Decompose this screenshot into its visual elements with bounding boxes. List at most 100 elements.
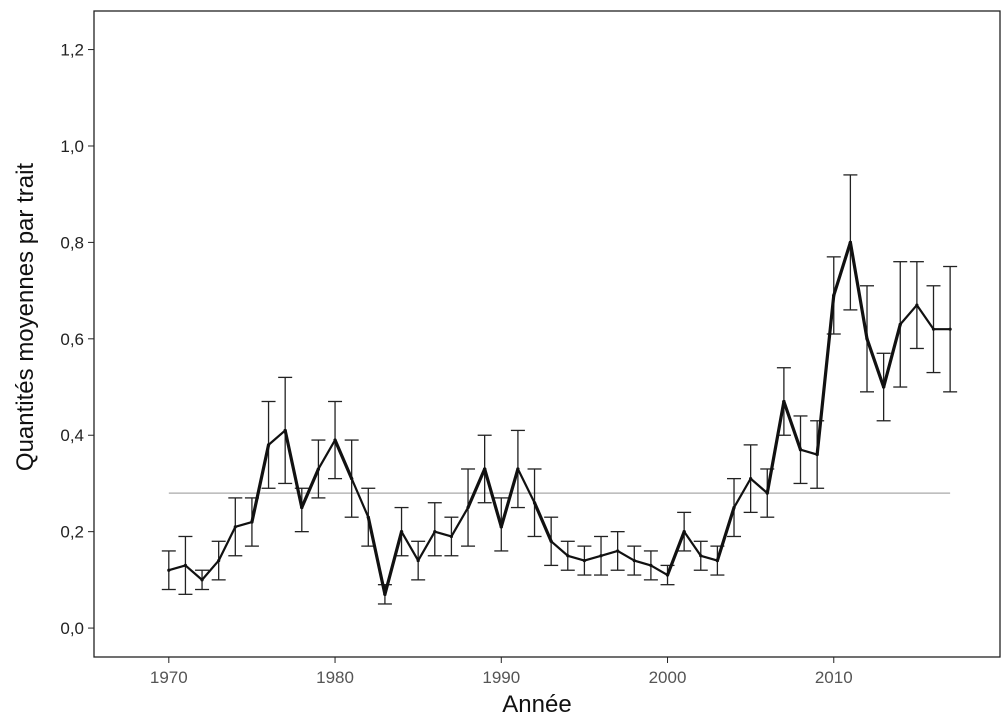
y-tick-label: 0,6 [60,330,84,349]
series-line-segment [350,477,370,519]
series-line-segment [184,564,204,581]
data-point [832,293,836,298]
series-line-segment [848,240,869,341]
data-point [399,530,404,534]
series-line-segment [683,530,702,557]
data-point [915,303,919,307]
data-point [616,549,620,553]
data-point [882,385,886,389]
series-line-segment [599,549,619,557]
data-point [715,558,719,563]
data-point [599,554,603,558]
y-tick-label: 0,8 [60,233,84,252]
series-line-segment [566,554,586,562]
series-line-segment [832,240,852,298]
data-point [383,592,387,596]
series-line-segment [583,554,603,562]
series-line-segment [499,467,520,529]
series-line-segment [516,467,536,504]
series-line-segment [217,525,237,562]
data-point [233,525,237,529]
series-line-segment [466,467,487,510]
y-tick-label: 1,2 [60,41,84,60]
data-point [898,322,902,326]
series-line-segment [882,322,902,389]
series-line-segment [200,559,220,581]
data-point [798,448,803,452]
data-point [582,558,587,563]
data-point [732,505,736,510]
data-point [466,505,470,510]
series-line-segment [732,477,752,509]
series-line-segment [417,530,436,562]
data-point [516,467,520,471]
series-line-segment [450,506,470,538]
series-line-segment [234,520,254,528]
series-line-segment [799,448,819,456]
data-point [532,501,537,505]
series-line-segment [532,501,553,543]
series-line-segment [815,293,836,457]
error-bars [161,174,958,605]
series-line-segment [317,438,337,471]
series-line-segment [366,515,387,596]
x-tick-label: 2000 [649,668,687,687]
series-line-segment [749,477,769,495]
series-line-segment [383,530,404,596]
axes [88,10,1001,663]
x-axis-title: Année [502,691,571,717]
series-line-segment [649,564,669,577]
series-line-segment [300,467,321,510]
y-tick-label: 1,0 [60,137,84,156]
data-point [782,399,786,404]
data-point [499,525,503,529]
series-line-segment [267,429,287,446]
series-line-segment [715,505,736,563]
data-point [948,327,952,331]
series-line-segment [550,540,569,557]
y-axis-title: Quantités moyennes par trait [12,163,39,471]
data-point [749,477,753,481]
series-line-segment [665,530,686,577]
series-line-segment [400,530,420,562]
data-point [183,563,188,568]
plot-frame [93,10,1001,658]
series-line-segment [899,303,918,326]
data-point [316,467,321,471]
series-line-segment [765,399,786,495]
data-point [765,491,769,495]
data-point [449,534,454,539]
x-tick-label: 1970 [150,668,188,687]
series-line-segment [865,337,886,389]
data-point [266,443,271,447]
data-point [217,558,221,563]
series-group [167,240,952,596]
series-line-segment [633,559,652,567]
series-line-segment [483,467,503,529]
data-point [250,520,254,524]
data-point [865,337,869,341]
data-point [848,240,852,245]
tick-labels: 0,0 0,2 0,4 0,6 0,8 1,0 1,2 1970 1980 1990 2000 201… [60,41,852,687]
data-point [350,477,354,481]
data-point [931,327,936,331]
y-tick-label: 0,4 [60,426,84,445]
data-point [699,554,703,558]
data-point [200,578,204,582]
series-line-segment [699,554,719,562]
data-point [300,505,304,510]
data-point [333,438,337,442]
data-point [433,530,437,534]
data-point [483,467,487,471]
data-point [366,515,370,519]
data-point [167,568,171,572]
data-point [416,558,420,563]
x-tick-label: 1980 [316,668,354,687]
data-point [665,573,670,577]
y-tick-label: 0,0 [60,619,84,638]
data-point [649,563,653,568]
data-point [682,530,686,534]
y-tick-label: 0,2 [60,523,84,542]
series-line-segment [283,428,304,510]
